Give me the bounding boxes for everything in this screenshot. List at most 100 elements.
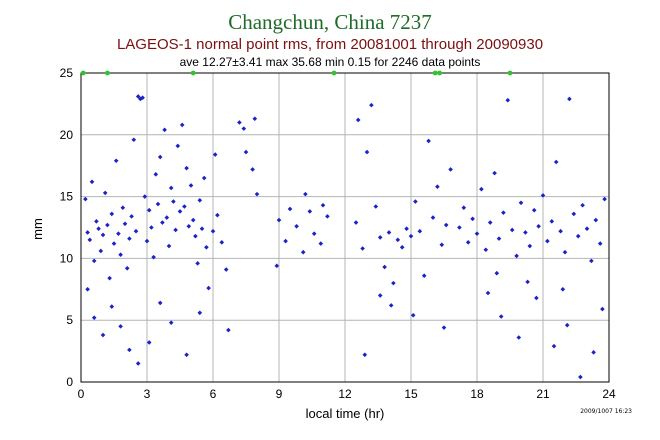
data-point bbox=[151, 254, 156, 260]
data-point bbox=[113, 158, 119, 164]
data-point bbox=[94, 219, 99, 224]
data-point bbox=[465, 240, 471, 245]
data-point bbox=[591, 350, 596, 355]
data-point bbox=[166, 243, 172, 249]
data-point bbox=[564, 322, 570, 328]
chart-title: Changchun, China 7237 bbox=[228, 10, 432, 34]
data-point bbox=[215, 212, 220, 218]
data-point bbox=[120, 205, 126, 211]
x-tick-label: 3 bbox=[144, 387, 151, 401]
data-point bbox=[584, 226, 590, 232]
data-point bbox=[600, 306, 605, 312]
data-point bbox=[204, 244, 209, 250]
data-point bbox=[212, 152, 218, 157]
data-point bbox=[190, 217, 196, 223]
data-point bbox=[589, 258, 594, 264]
data-point bbox=[386, 230, 392, 235]
data-point bbox=[171, 199, 176, 204]
y-axis-ticks: 0 5 10 15 20 25 bbox=[60, 66, 74, 389]
data-point bbox=[197, 198, 203, 203]
data-point bbox=[536, 223, 541, 229]
data-point bbox=[501, 210, 506, 215]
x-tick-label: 6 bbox=[210, 387, 217, 401]
data-point bbox=[146, 207, 152, 213]
data-point bbox=[311, 231, 317, 236]
data-point bbox=[518, 200, 524, 206]
data-point bbox=[179, 122, 185, 128]
clipped-point bbox=[331, 70, 337, 76]
data-point bbox=[435, 184, 440, 190]
data-point bbox=[549, 219, 555, 224]
data-point bbox=[470, 216, 475, 222]
data-point bbox=[355, 117, 361, 123]
data-point bbox=[160, 220, 165, 225]
data-point bbox=[175, 143, 181, 149]
data-point bbox=[362, 352, 368, 358]
data-point bbox=[118, 324, 123, 329]
data-point bbox=[509, 227, 515, 233]
data-point bbox=[127, 236, 132, 241]
data-point bbox=[91, 315, 97, 321]
data-point bbox=[168, 185, 174, 191]
clipped-point bbox=[432, 70, 438, 76]
data-points bbox=[80, 70, 607, 380]
data-point bbox=[100, 232, 106, 238]
data-point bbox=[133, 228, 139, 234]
data-point bbox=[492, 170, 497, 176]
data-point bbox=[118, 252, 123, 257]
data-point bbox=[479, 186, 484, 192]
data-point bbox=[483, 247, 489, 253]
y-tick-label: 0 bbox=[66, 375, 73, 389]
data-point bbox=[83, 196, 88, 202]
data-point bbox=[300, 249, 306, 255]
plot-frame bbox=[80, 72, 610, 383]
data-point bbox=[575, 233, 581, 239]
x-tick-label: 18 bbox=[470, 387, 484, 401]
data-point bbox=[498, 314, 504, 319]
data-point bbox=[102, 190, 108, 196]
data-point bbox=[303, 191, 308, 197]
data-point bbox=[250, 167, 255, 172]
data-point bbox=[87, 237, 93, 243]
data-point bbox=[391, 280, 396, 286]
data-point bbox=[91, 258, 97, 264]
data-point bbox=[182, 204, 187, 209]
x-axis-ticks: 0 3 6 9 12 15 18 21 24 bbox=[78, 387, 616, 401]
y-tick-label: 10 bbox=[60, 251, 74, 265]
x-axis-label: local time (hr) bbox=[306, 406, 385, 421]
data-point bbox=[421, 273, 427, 279]
data-point bbox=[138, 96, 143, 102]
data-point bbox=[116, 231, 121, 236]
x-tick-label: 15 bbox=[404, 387, 418, 401]
data-point bbox=[562, 249, 568, 255]
data-point bbox=[404, 226, 409, 232]
data-point bbox=[426, 138, 431, 144]
data-point bbox=[127, 347, 132, 353]
data-point bbox=[307, 209, 313, 214]
data-point bbox=[274, 263, 280, 269]
data-point bbox=[109, 304, 115, 309]
data-point bbox=[474, 231, 480, 236]
data-point bbox=[516, 335, 522, 340]
data-point bbox=[353, 220, 359, 225]
data-point bbox=[210, 228, 216, 234]
data-point bbox=[531, 207, 537, 213]
data-point bbox=[186, 223, 192, 229]
data-point bbox=[325, 214, 330, 219]
data-point bbox=[364, 149, 370, 155]
y-tick-label: 15 bbox=[60, 190, 74, 204]
data-point bbox=[276, 217, 282, 223]
data-point bbox=[318, 241, 324, 246]
data-point bbox=[399, 244, 405, 250]
data-point bbox=[206, 285, 211, 291]
data-point bbox=[96, 226, 101, 232]
clipped-point bbox=[190, 70, 196, 76]
data-point bbox=[177, 209, 183, 214]
data-point bbox=[388, 303, 394, 308]
data-point bbox=[140, 95, 145, 101]
data-point bbox=[413, 199, 418, 204]
data-point bbox=[494, 270, 500, 276]
data-point bbox=[377, 235, 383, 240]
data-point bbox=[100, 332, 106, 338]
data-point bbox=[155, 201, 161, 207]
